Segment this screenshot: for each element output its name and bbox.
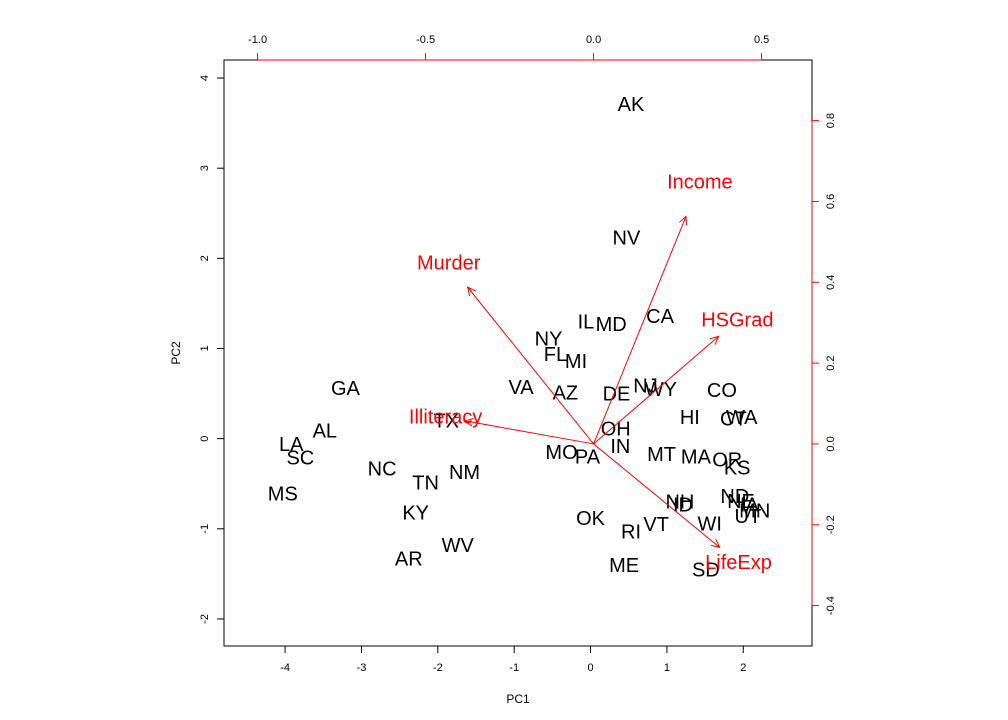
loading-arrowhead-income: [678, 215, 688, 226]
state-label-me: ME: [609, 555, 639, 577]
x-tick-label: 1: [664, 662, 670, 674]
state-label-ct: CT: [720, 409, 747, 431]
y-tick-label: 3: [199, 165, 211, 171]
state-label-wi: WI: [697, 513, 721, 535]
state-label-de: DE: [603, 383, 631, 405]
state-label-sd: SD: [692, 559, 720, 581]
loading-arrowhead-murder: [466, 286, 476, 297]
state-label-wa: WA: [726, 407, 758, 429]
state-label-va: VA: [508, 377, 534, 399]
y-tick-label: -2: [199, 614, 211, 624]
loading-arrowhead-hsgrad: [709, 335, 720, 345]
state-label-ne: NE: [727, 491, 755, 513]
loading-arrow-murder: [467, 286, 594, 445]
state-label-id: ID: [673, 494, 693, 516]
state-label-nh: NH: [665, 492, 694, 514]
loading-label-lifeexp: LifeExp: [705, 552, 772, 574]
x-tick-label: -1: [509, 662, 519, 674]
state-label-in: IN: [610, 436, 630, 458]
loading-arrow-illiteracy: [464, 420, 594, 445]
y-tick-label: 4: [199, 75, 211, 81]
state-label-nd: ND: [720, 486, 749, 508]
state-label-ms: MS: [268, 484, 298, 506]
right-tick-label: 0.0: [825, 436, 837, 451]
loading-label-hsgrad: HSGrad: [701, 309, 773, 331]
state-label-mt: MT: [647, 444, 676, 466]
state-label-ia: IA: [740, 494, 760, 516]
loading-arrowhead-illiteracy: [463, 417, 474, 427]
top-tick-label: -1.0: [248, 34, 267, 46]
loading-arrow-lifeexp: [593, 443, 720, 548]
right-tick-label: -0.2: [825, 515, 837, 534]
state-label-wv: WV: [442, 535, 475, 557]
state-label-ky: KY: [402, 502, 429, 524]
state-label-vt: VT: [643, 514, 669, 536]
x-tick-label: -2: [433, 662, 443, 674]
loading-label-illiteracy: Illiteracy: [409, 406, 482, 428]
top-tick-label: -0.5: [416, 34, 435, 46]
y-tick-label: 1: [199, 345, 211, 351]
state-label-tn: TN: [412, 473, 439, 495]
state-label-ny: NY: [535, 328, 563, 350]
state-label-ar: AR: [395, 548, 423, 570]
state-label-nv: NV: [613, 228, 641, 250]
top-tick-label: 0.5: [754, 34, 769, 46]
x-tick-label: 0: [587, 662, 593, 674]
state-label-nm: NM: [449, 462, 480, 484]
right-tick-label: -0.4: [825, 596, 837, 615]
state-label-az: AZ: [553, 383, 579, 405]
state-label-or: OR: [712, 449, 742, 471]
state-label-ca: CA: [646, 306, 674, 328]
state-label-co: CO: [707, 380, 737, 402]
y-axis-title: PC2: [169, 341, 183, 365]
state-label-hi: HI: [680, 407, 700, 429]
state-label-al: AL: [313, 420, 337, 442]
x-tick-label: -4: [280, 662, 290, 674]
state-label-mn: MN: [739, 501, 770, 523]
state-label-il: IL: [578, 311, 595, 333]
state-label-ga: GA: [331, 378, 361, 400]
state-label-oh: OH: [601, 419, 631, 441]
state-label-mo: MO: [545, 442, 577, 464]
loading-label-income: Income: [667, 171, 733, 193]
loading-arrowhead-lifeexp: [710, 539, 721, 549]
loading-label-murder: Murder: [417, 253, 481, 275]
right-tick-label: 0.8: [825, 113, 837, 128]
state-label-ks: KS: [724, 457, 751, 479]
state-label-mi: MI: [565, 351, 587, 373]
state-label-ut: UT: [735, 506, 762, 528]
state-label-nj: NJ: [633, 375, 657, 397]
loading-arrow-hsgrad: [593, 336, 719, 445]
state-label-ak: AK: [618, 94, 645, 116]
state-label-ma: MA: [681, 447, 712, 469]
state-label-la: LA: [279, 434, 304, 456]
state-label-nc: NC: [368, 458, 397, 480]
state-label-ri: RI: [621, 521, 641, 543]
state-label-ok: OK: [576, 508, 606, 530]
y-tick-label: 2: [199, 255, 211, 261]
right-tick-label: 0.4: [825, 275, 837, 290]
x-tick-label: -3: [357, 662, 367, 674]
state-label-pa: PA: [575, 447, 601, 469]
top-tick-label: 0.0: [586, 34, 601, 46]
x-tick-label: 2: [740, 662, 746, 674]
state-label-sc: SC: [286, 447, 314, 469]
state-label-fl: FL: [544, 344, 567, 366]
x-axis-title: PC1: [506, 692, 530, 706]
state-label-md: MD: [596, 314, 627, 336]
state-label-tx: TX: [433, 411, 459, 433]
y-tick-label: 0: [199, 436, 211, 442]
y-tick-label: -1: [199, 524, 211, 534]
loading-arrow-income: [593, 216, 687, 445]
state-label-wy: WY: [645, 379, 677, 401]
right-tick-label: 0.6: [825, 194, 837, 209]
right-tick-label: 0.2: [825, 355, 837, 370]
